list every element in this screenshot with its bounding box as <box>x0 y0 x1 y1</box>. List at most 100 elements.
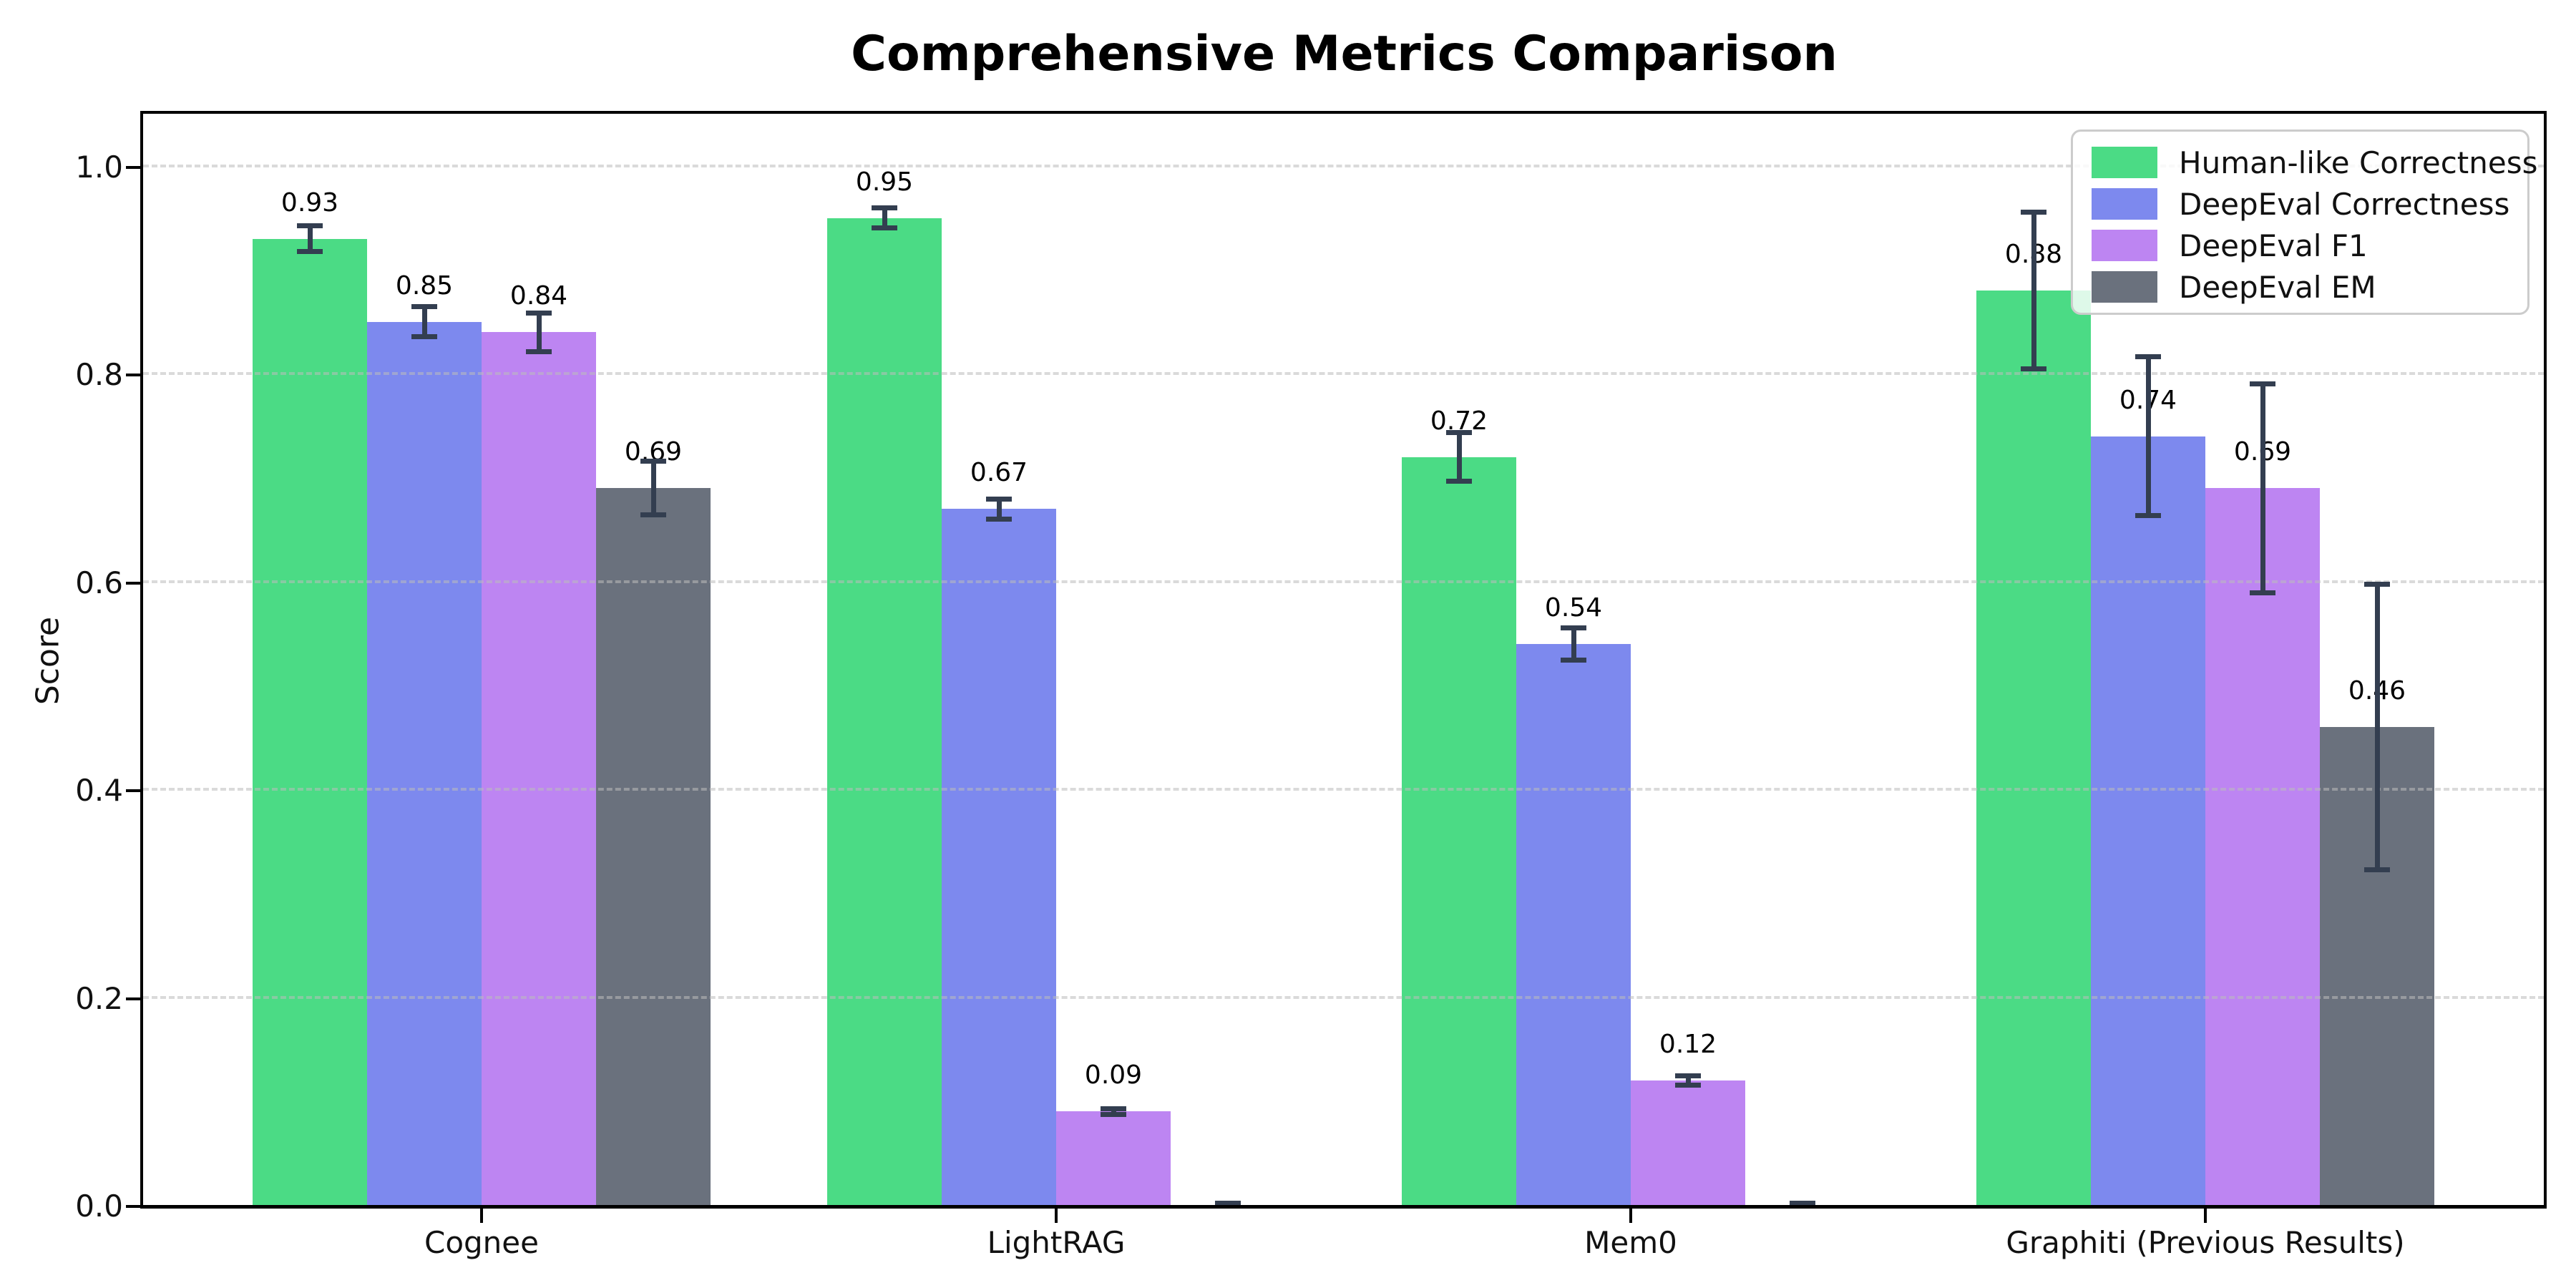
legend-label: Human-like Correctness <box>2179 145 2538 180</box>
error-bar-line <box>1571 625 1576 663</box>
error-bar-line <box>882 205 887 231</box>
legend-swatch <box>2092 230 2157 261</box>
legend: Human-like Correctness DeepEval Correctne… <box>2071 130 2538 315</box>
error-bar-line <box>2374 581 2380 873</box>
error-bar-cap-top <box>297 223 323 228</box>
y-tick-mark <box>126 374 140 377</box>
y-tick-label: 0.4 <box>75 773 123 809</box>
bar-value-label: 0.09 <box>1084 1060 1143 1091</box>
error-bar-cap-bottom <box>640 512 666 517</box>
error-bar-cap-top <box>2135 353 2161 359</box>
legend-swatch <box>2092 188 2157 220</box>
error-bar-cap-bottom <box>2364 867 2390 873</box>
error-bar-cap-bottom <box>2021 366 2046 372</box>
bar <box>596 488 711 1205</box>
error-bar-cap-bottom <box>297 249 323 255</box>
bar <box>367 321 482 1205</box>
error-bar-cap-top <box>872 205 897 211</box>
y-tick-mark <box>126 789 140 793</box>
x-tick-label: Mem0 <box>1584 1225 1677 1260</box>
bar-value-label: 0.54 <box>1544 592 1603 623</box>
error-bar-cap-top <box>2021 209 2046 215</box>
error-bar-cap-bottom <box>986 516 1012 522</box>
bar <box>1976 291 2091 1205</box>
x-tick-label: LightRAG <box>987 1225 1126 1260</box>
y-tick-mark <box>126 166 140 169</box>
error-bar-cap-top <box>1790 1201 1815 1206</box>
bar <box>942 509 1056 1205</box>
x-tick-mark <box>2204 1209 2207 1223</box>
y-axis-label: Score <box>29 616 67 706</box>
legend-label: DeepEval EM <box>2179 269 2376 305</box>
y-tick-mark <box>126 1205 140 1208</box>
gridline <box>143 165 2544 167</box>
x-tick-mark <box>1055 1209 1058 1223</box>
error-bar-line <box>1456 429 1462 484</box>
gridline <box>143 788 2544 791</box>
error-bar-cap-top <box>1215 1201 1241 1206</box>
x-tick-label: Graphiti (Previous Results) <box>2006 1225 2405 1260</box>
error-bar-cap-top <box>411 304 437 310</box>
bar-value-label: 0.12 <box>1659 1029 1717 1059</box>
error-bar-cap-top <box>526 310 552 316</box>
error-bar-line <box>2031 209 2036 372</box>
error-bar-line <box>996 496 1002 522</box>
error-bar-cap-bottom <box>2135 513 2161 519</box>
error-bar-line <box>2260 381 2265 595</box>
axis-spine-bottom <box>140 1205 2547 1209</box>
legend-label: DeepEval Correctness <box>2179 186 2510 222</box>
error-bar-cap-bottom <box>1446 479 1472 484</box>
error-bar-line <box>650 459 656 517</box>
error-bar-cap-bottom <box>411 334 437 340</box>
gridline <box>143 372 2544 376</box>
bar <box>253 238 367 1205</box>
error-bar-line <box>1111 1106 1116 1117</box>
y-tick-label: 0.2 <box>75 980 123 1016</box>
y-tick-label: 0.8 <box>75 357 123 393</box>
legend-swatch <box>2092 147 2157 178</box>
y-tick-mark <box>126 581 140 585</box>
bar-value-label: 0.67 <box>970 458 1028 488</box>
y-tick-label: 1.0 <box>75 150 123 185</box>
error-bar-cap-bottom <box>1675 1082 1701 1088</box>
error-bar-line <box>307 223 313 255</box>
error-bar-cap-top <box>986 496 1012 502</box>
error-bar-cap-top <box>1675 1073 1701 1078</box>
error-bar-cap-top <box>640 459 666 464</box>
error-bar-cap-bottom <box>526 348 552 354</box>
error-bar-line <box>2145 353 2151 519</box>
y-tick-mark <box>126 997 140 1000</box>
gridline <box>143 580 2544 583</box>
axis-spine-left <box>140 114 143 1208</box>
bar-value-label: 0.95 <box>855 167 914 197</box>
bar <box>1402 457 1516 1205</box>
error-bar-cap-top <box>1561 625 1586 630</box>
bar-value-label: 0.84 <box>509 281 568 311</box>
bar <box>2091 436 2205 1205</box>
bar <box>1056 1111 1171 1205</box>
legend-item: DeepEval F1 <box>2092 225 2527 266</box>
bar <box>1516 643 1631 1205</box>
y-tick-label: 0.6 <box>75 565 123 600</box>
axis-spine-top <box>140 111 2547 114</box>
bar-value-label: 0.93 <box>280 187 339 218</box>
error-bar-cap-bottom <box>1101 1111 1126 1117</box>
legend-label: DeepEval F1 <box>2179 228 2368 263</box>
legend-swatch <box>2092 271 2157 303</box>
legend-item: Human-like Correctness <box>2092 142 2538 183</box>
x-tick-mark <box>480 1209 483 1223</box>
bar <box>827 218 942 1205</box>
bar <box>482 332 596 1205</box>
chart-title: Comprehensive Metrics Comparison <box>851 26 1838 82</box>
error-bar-cap-top <box>2250 381 2275 386</box>
error-bar-cap-bottom <box>1561 658 1586 663</box>
x-tick-label: Cognee <box>424 1225 539 1260</box>
error-bar-line <box>536 310 542 354</box>
axis-spine-right <box>2544 114 2547 1208</box>
error-bar-cap-bottom <box>872 225 897 231</box>
error-bar-cap-bottom <box>2250 590 2275 595</box>
error-bar-cap-top <box>2364 581 2390 587</box>
y-tick-label: 0.0 <box>75 1189 123 1224</box>
legend-item: DeepEval EM <box>2092 266 2527 308</box>
error-bar-cap-top <box>1101 1106 1126 1112</box>
